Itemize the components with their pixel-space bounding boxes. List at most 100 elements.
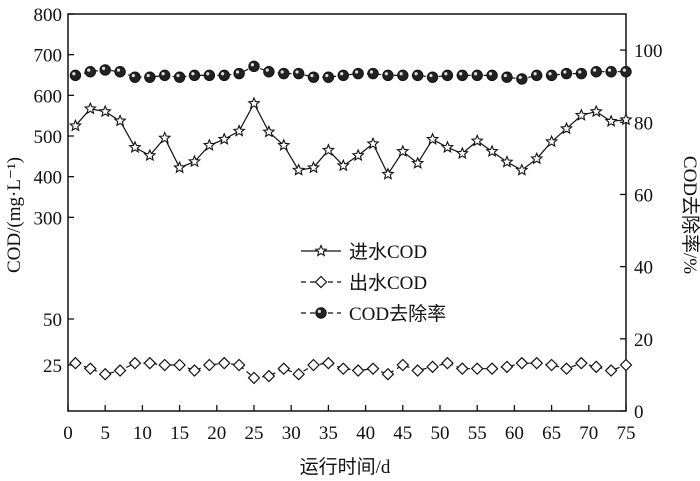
series-3-point: [471, 69, 483, 82]
series-3-point-highlight: [622, 68, 627, 72]
series-3-point-highlight: [250, 63, 254, 67]
series-1-point: [574, 108, 588, 121]
right-tick-label: 0: [634, 402, 644, 423]
series-2-point: [545, 358, 558, 372]
series-3-point-highlight: [384, 72, 388, 76]
x-tick-label: 40: [356, 423, 375, 444]
series-1-point: [336, 158, 350, 172]
series-3-point: [278, 67, 290, 80]
series-3-point-highlight: [146, 73, 150, 78]
series-1-point: [187, 154, 202, 168]
series-1-point: [202, 138, 216, 151]
series-3-point: [248, 60, 260, 73]
series-3-point-highlight: [87, 68, 91, 72]
x-tick-label: 75: [617, 423, 636, 444]
series-2-point: [173, 358, 186, 372]
series-1-point: [500, 155, 514, 168]
series-1-point: [158, 131, 172, 144]
series-1-point: [232, 124, 246, 137]
series-layer: [68, 60, 633, 385]
series-3-point-highlight: [503, 73, 507, 78]
legend-label: 进水COD: [349, 241, 427, 263]
series-3-point-highlight: [369, 70, 374, 74]
series-2-point: [381, 367, 395, 381]
x-tick-label: 15: [170, 423, 189, 444]
series-2-point: [426, 360, 439, 374]
series-2-point: [485, 362, 499, 376]
series-1-point: [173, 160, 187, 174]
series-3-point-highlight: [235, 70, 240, 74]
x-tick-label: 65: [542, 423, 561, 444]
series-1-point: [455, 146, 469, 160]
series-3-point: [367, 67, 379, 80]
left-tick-label: 800: [34, 5, 63, 26]
right-tick-label: 40: [634, 258, 653, 279]
series-1-point: [381, 167, 395, 180]
series-2-point: [69, 356, 82, 370]
series-2-point: [307, 358, 320, 372]
series-2-point: [158, 358, 172, 372]
series-3-point-highlight: [265, 68, 269, 72]
series-3-point: [263, 66, 275, 78]
series-3-point-highlight: [607, 68, 612, 72]
x-tick-label: 70: [579, 423, 598, 444]
legend-label: 出水COD: [349, 272, 427, 294]
axes: [67, 13, 627, 412]
series-2-point: [143, 356, 157, 370]
series-3-point: [292, 67, 305, 80]
series-3-point: [337, 69, 349, 82]
series-1-point: [515, 163, 529, 176]
series-2-point: [188, 364, 201, 377]
series-3-point: [144, 71, 156, 83]
series-1-point: [485, 144, 499, 158]
series-1-point: [247, 96, 261, 110]
series-1-point: [530, 151, 544, 165]
left-tick-label: 400: [34, 168, 63, 189]
x-tick-label: 60: [505, 423, 524, 444]
series-3-point: [352, 67, 364, 80]
series-1-point: [262, 124, 276, 138]
series-3-point-highlight: [399, 72, 403, 76]
series-3-point-highlight: [325, 73, 329, 78]
series-3-point-highlight: [206, 72, 210, 76]
series-2-point: [604, 364, 618, 377]
right-tick-label: 80: [634, 113, 653, 134]
series-3-point: [129, 71, 141, 83]
series-1-point: [306, 160, 321, 174]
series-3-point-highlight: [116, 68, 121, 72]
series-1-point: [604, 114, 618, 127]
series-3-point: [99, 64, 111, 76]
left-tick-label: 700: [34, 46, 63, 67]
series-3-point: [441, 69, 454, 82]
legend-label: COD去除率: [349, 303, 446, 325]
series-1-point: [321, 143, 335, 156]
legend-marker: [314, 244, 328, 257]
plot-frame: [67, 13, 627, 412]
series-3-point: [218, 69, 230, 82]
series-2-point: [113, 364, 127, 377]
series-3-point: [411, 69, 424, 82]
series-3-point-highlight: [518, 75, 522, 79]
legend: 进水COD 出水COD COD去除率: [301, 241, 446, 325]
series-2-point: [441, 356, 454, 370]
series-1-point: [143, 148, 157, 162]
series-2-point: [455, 362, 469, 376]
series-3: [69, 60, 632, 85]
series-1-point: [98, 104, 112, 118]
series-2-point: [470, 362, 484, 376]
x-tick-label: 10: [133, 423, 152, 444]
right-tick-label: 100: [634, 41, 663, 62]
left-tick-label: 25: [43, 356, 62, 377]
series-1-point: [619, 112, 633, 126]
series-2-point: [203, 358, 216, 372]
right-tick-label: 20: [634, 330, 653, 351]
series-3-point-highlight: [474, 72, 478, 76]
series-3-point: [159, 69, 171, 82]
series-1-point: [411, 156, 425, 169]
series-1-point: [425, 132, 440, 145]
series-3-point-highlight: [191, 72, 195, 76]
series-1-point: [396, 144, 410, 158]
series-3-point-highlight: [72, 72, 76, 76]
series-3-point-highlight: [161, 72, 165, 76]
series-3-point: [203, 69, 216, 82]
